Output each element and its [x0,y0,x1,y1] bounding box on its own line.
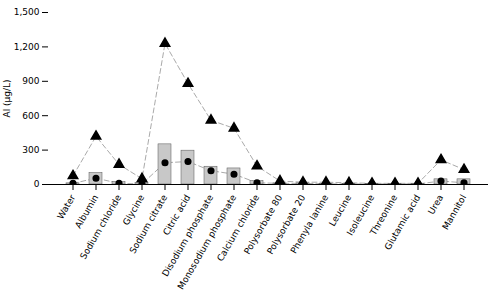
svg-text:Polysorbate 80: Polysorbate 80 [242,192,285,256]
svg-text:300: 300 [22,145,39,155]
svg-text:Isoleucine: Isoleucine [344,192,377,238]
svg-text:Glycine: Glycine [121,193,147,227]
svg-text:600: 600 [22,111,39,121]
svg-text:Sodium chloride: Sodium chloride [78,193,123,262]
svg-text:0: 0 [34,179,40,189]
svg-text:Albumin: Albumin [73,192,101,230]
svg-text:900: 900 [22,76,39,86]
svg-text:Al (μg/L): Al (μg/L) [2,79,12,117]
svg-text:Urea: Urea [426,193,445,216]
svg-text:Sodium citrate: Sodium citrate [128,193,170,256]
svg-text:Phenyla lanine: Phenyla lanine [289,193,331,256]
svg-text:1,200: 1,200 [14,42,40,52]
svg-text:Water: Water [55,193,77,221]
svg-text:Glutamic acid: Glutamic acid [383,193,423,252]
svg-text:Mannitol: Mannitol [440,193,468,232]
svg-text:Polysorbate 20: Polysorbate 20 [265,192,308,256]
svg-text:1,500: 1,500 [14,7,40,17]
svg-text:Calcium chloride: Calcium chloride [215,192,262,264]
svg-text:Monosodium phosphate: Monosodium phosphate [175,192,239,292]
svg-text:Disodium phosphate: Disodium phosphate [160,192,216,279]
svg-text:Citric acid: Citric acid [161,192,193,237]
svg-text:Leucine: Leucine [327,192,354,229]
svg-text:Threonine: Threonine [368,192,400,238]
